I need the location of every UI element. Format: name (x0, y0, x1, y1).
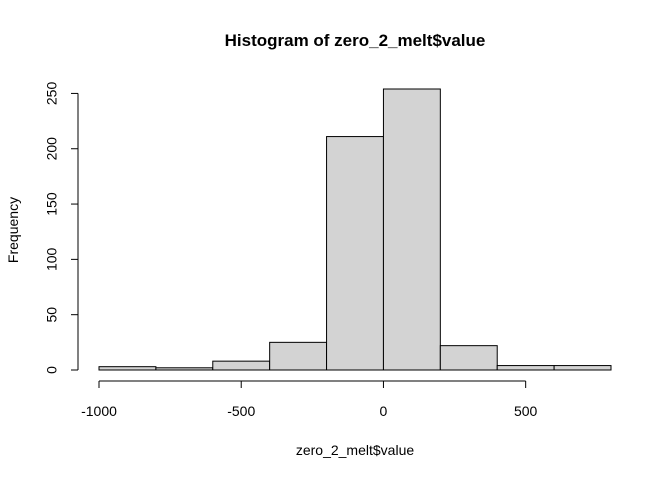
histogram-bar-4 (326, 136, 384, 371)
x-axis: -1000 -500 0 500 (81, 380, 538, 419)
histogram-bar-6 (439, 345, 498, 371)
histogram-bar-1 (155, 367, 214, 371)
y-tick-label-4: 200 (44, 137, 60, 161)
y-tick-label-0: 0 (44, 366, 60, 374)
y-tick-label-3: 150 (44, 192, 60, 216)
y-tick-label-1: 50 (44, 307, 60, 323)
chart-title: Histogram of zero_2_melt$value (225, 31, 486, 50)
histogram-bars (98, 88, 612, 371)
x-tick-label-0: -1000 (81, 403, 117, 419)
y-tick-label-2: 100 (44, 247, 60, 271)
x-axis-label: zero_2_melt$value (296, 442, 415, 458)
y-tick-label-5: 250 (44, 82, 60, 106)
histogram-bar-0 (98, 366, 157, 371)
x-tick-label-3: 500 (514, 403, 538, 419)
y-axis-label: Frequency (5, 197, 21, 263)
histogram-bar-7 (496, 365, 555, 371)
histogram-bar-3 (269, 341, 328, 371)
histogram-bar-8 (553, 365, 612, 371)
x-tick-label-2: 0 (380, 403, 388, 419)
x-tick-label-1: -500 (227, 403, 255, 419)
histogram-bar-5 (382, 88, 441, 371)
y-axis: 0 50 100 150 200 250 (44, 82, 79, 374)
histogram-bar-2 (212, 360, 271, 371)
